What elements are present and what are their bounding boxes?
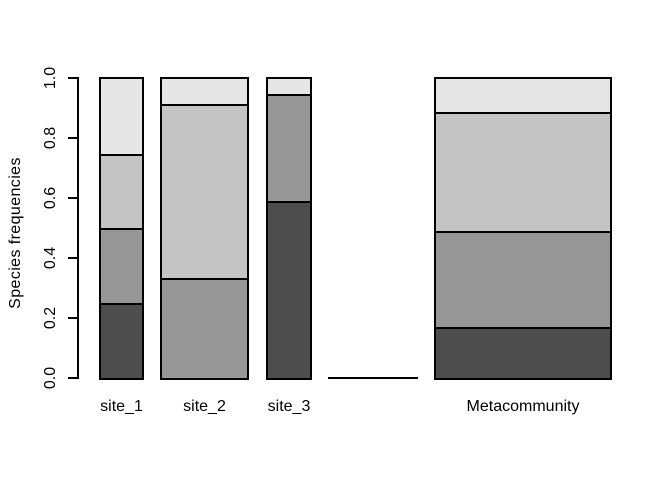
bar-site_1-segment-1-dark <box>101 303 142 378</box>
y-axis-tick <box>68 137 78 139</box>
bar-metacommunity-segment-2-medium <box>436 231 610 327</box>
bar-site_3-segment-2-medium <box>268 94 310 201</box>
bar-site_1-segment-2-medium <box>101 228 142 303</box>
x-label-site_1: site_1 <box>100 398 143 415</box>
bar-site_1-segment-3-light <box>101 154 142 228</box>
x-label-site_2: site_2 <box>183 398 226 415</box>
x-label-site_3: site_3 <box>267 398 311 415</box>
bar-metacommunity-segment-1-dark <box>436 327 610 378</box>
bar-empty-zero-line <box>328 377 418 379</box>
bar-site_2-segment-4-lightest <box>162 79 247 104</box>
bar-site_2-segment-3-light <box>162 104 247 278</box>
bar-site_3-segment-1-dark <box>268 201 310 378</box>
y-tick-label: 0.0 <box>42 366 59 390</box>
y-axis-tick <box>68 317 78 319</box>
y-axis-tick <box>68 257 78 259</box>
y-axis-line <box>77 77 79 379</box>
bar-site_1 <box>99 77 144 380</box>
y-tick-label: 0.2 <box>42 306 59 330</box>
bar-site_3-segment-4-lightest <box>268 79 310 94</box>
bar-site_3 <box>266 77 312 380</box>
y-tick-label: 0.4 <box>42 246 59 270</box>
y-axis-tick <box>68 197 78 199</box>
y-axis-tick <box>68 77 78 79</box>
bar-metacommunity-segment-4-lightest <box>436 79 610 112</box>
bar-metacommunity <box>434 77 612 380</box>
bar-metacommunity-segment-3-light <box>436 112 610 231</box>
y-axis-tick <box>68 377 78 379</box>
y-tick-label: 1.0 <box>42 66 59 90</box>
y-tick-label: 0.6 <box>42 186 59 210</box>
bar-site_2 <box>160 77 249 380</box>
bar-site_2-segment-2-medium <box>162 278 247 378</box>
x-label-metacommunity: Metacommunity <box>466 398 580 415</box>
bar-site_1-segment-4-lightest <box>101 79 142 154</box>
y-tick-label: 0.8 <box>42 126 59 150</box>
y-axis-title: Species frequencies <box>7 157 24 309</box>
